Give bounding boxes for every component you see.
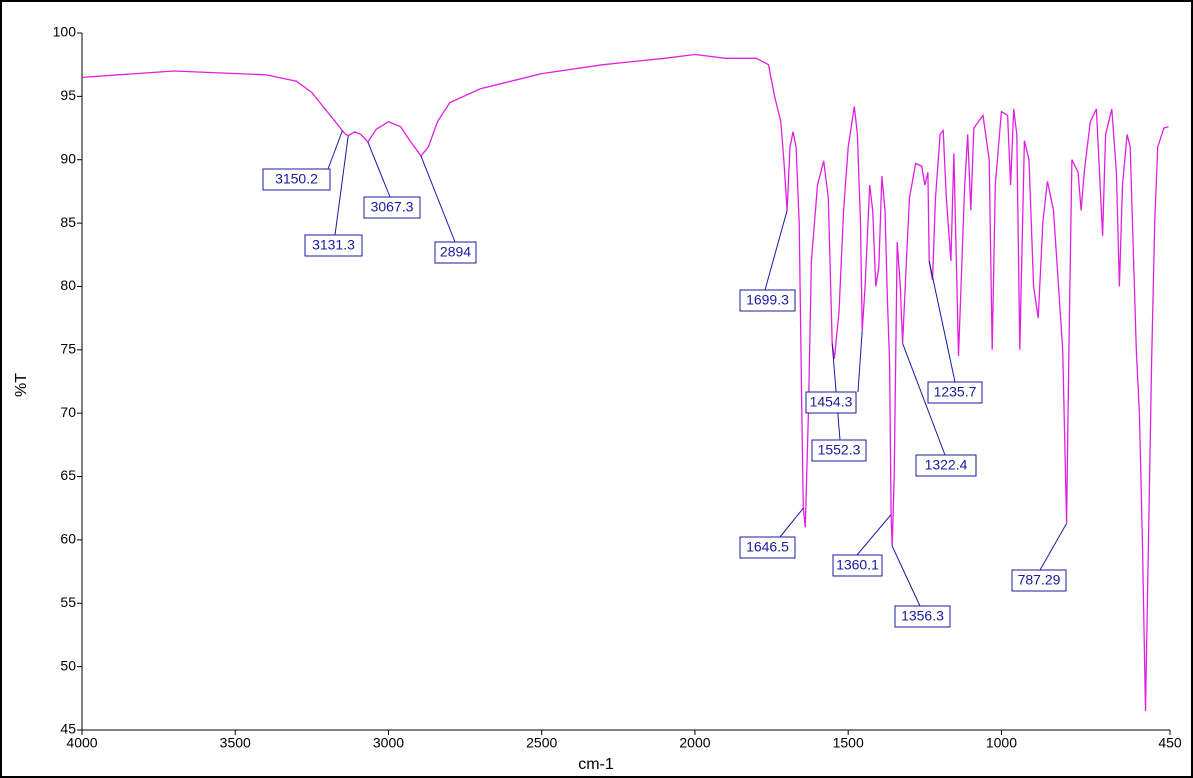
x-tick-label: 1000 (986, 735, 1017, 751)
y-tick-label: 70 (60, 404, 76, 420)
annotation-label: 3067.3 (371, 199, 414, 215)
annotation-leader (857, 330, 863, 393)
annotation-leader (1039, 523, 1068, 571)
y-tick-label: 90 (60, 150, 76, 166)
x-tick-label: 3000 (373, 735, 404, 751)
annotation-box (363, 196, 421, 219)
annotation-box (739, 536, 796, 559)
annotation-box (811, 439, 867, 462)
annotation-leader (334, 135, 349, 236)
annotation-label: 1454.3 (810, 394, 853, 410)
annotation-box (262, 168, 331, 191)
annotation-box (434, 241, 477, 264)
y-tick-label: 60 (60, 531, 76, 547)
y-tick-label: 95 (60, 87, 76, 103)
annotation-box (832, 554, 883, 577)
annotation-box (805, 391, 857, 414)
annotation-label: 1699.3 (746, 292, 789, 308)
y-tick-label: 80 (60, 277, 76, 293)
spectrum-line (81, 53, 1169, 712)
annotation-leader (327, 130, 343, 170)
y-tick-label: 65 (60, 467, 76, 483)
x-tick-label: 2000 (679, 735, 710, 751)
x-axis-label: cm-1 (578, 756, 614, 773)
annotation-leader (856, 514, 892, 556)
annotation-leader (891, 546, 921, 607)
annotation-leader (420, 155, 456, 243)
annotation-label: 1360.1 (836, 557, 879, 573)
annotation-leader (928, 261, 956, 383)
annotation-box (304, 234, 363, 257)
annotation-box (915, 454, 977, 477)
annotation-leader (902, 343, 946, 456)
annotation-leader (779, 507, 804, 538)
x-tick-label: 1500 (833, 735, 864, 751)
y-tick-label: 45 (60, 721, 76, 737)
annotation-box (1011, 569, 1067, 592)
y-tick-label: 55 (60, 594, 76, 610)
annotation-box (894, 605, 951, 628)
x-tick-label: 450 (1158, 735, 1182, 751)
annotation-label: 1235.7 (934, 384, 977, 400)
x-tick-label: 2500 (526, 735, 557, 751)
annotation-box (927, 381, 983, 404)
annotation-leader (367, 141, 391, 198)
annotation-label: 1322.4 (925, 457, 968, 473)
y-tick-label: 100 (53, 24, 77, 40)
annotation-label: 1552.3 (818, 442, 861, 458)
annotation-label: 1646.5 (746, 539, 789, 555)
annotation-label: 3131.3 (312, 237, 355, 253)
annotation-label: 3150.2 (275, 171, 318, 187)
x-tick-label: 3500 (220, 735, 251, 751)
y-tick-label: 50 (60, 657, 76, 673)
y-axis-label: %T (13, 373, 30, 397)
x-tick-label: 4000 (66, 735, 97, 751)
annotation-label: 787.29 (1018, 572, 1061, 588)
annotation-label: 2894 (440, 244, 471, 260)
y-tick-label: 85 (60, 214, 76, 230)
annotation-box (739, 289, 796, 312)
y-tick-label: 75 (60, 341, 76, 357)
annotation-label: 1356.3 (901, 608, 944, 624)
annotation-leader (764, 210, 788, 291)
